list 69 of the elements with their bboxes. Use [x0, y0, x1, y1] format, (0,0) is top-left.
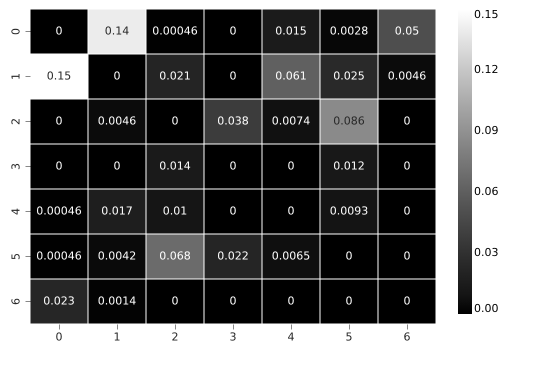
data-label: 0.0093	[330, 204, 368, 218]
color-bar-label: 0.00	[474, 302, 498, 315]
data-label: 0.068	[159, 250, 191, 262]
data-label: 0.00046	[152, 24, 198, 38]
data-label: 0	[114, 70, 120, 82]
color-bar-label: 0.03	[474, 246, 498, 259]
y-tick-label: 3	[10, 163, 22, 170]
data-label: 0	[56, 114, 62, 128]
data-label: 0	[404, 160, 410, 172]
color-bar-label: 0.12	[474, 63, 498, 76]
data-label: 0	[346, 294, 352, 308]
data-label: 0	[346, 250, 352, 262]
data-label: 0	[172, 114, 178, 128]
data-label: 0.0046	[388, 70, 426, 82]
y-tick-label: 5	[10, 253, 22, 260]
data-label: 0.00046	[36, 204, 82, 218]
data-label: 0	[230, 294, 236, 308]
data-label: 0.022	[217, 250, 249, 262]
data-label: 0.012	[333, 160, 365, 172]
y-tick-label: 6	[10, 298, 22, 305]
y-tick-label: 4	[10, 208, 22, 215]
data-label: 0	[404, 250, 410, 262]
x-tick-label: 0	[56, 330, 62, 344]
data-label: 0.05	[394, 24, 420, 38]
x-tick-label: 6	[404, 330, 410, 344]
data-label: 0	[288, 204, 294, 218]
data-label: 0.025	[333, 70, 365, 82]
data-label: 0.038	[217, 114, 249, 128]
data-label: 0.0074	[272, 114, 310, 128]
y-tick-label: 2	[10, 118, 22, 125]
data-label: 0.014	[159, 160, 191, 172]
data-label: 0	[230, 70, 236, 82]
color-bar-label: 0.09	[474, 124, 498, 137]
data-label: 0	[114, 160, 120, 172]
data-label: 0	[288, 160, 294, 172]
color-bar-label: 0.15	[474, 8, 498, 21]
data-label: 0	[172, 294, 178, 308]
data-label: 0	[230, 204, 236, 218]
data-label: 0.0028	[330, 24, 368, 38]
data-label: 0	[404, 114, 410, 128]
data-label: 0	[230, 160, 236, 172]
data-label: 0	[404, 294, 410, 308]
data-label: 0.015	[275, 24, 307, 38]
x-tick-label: 1	[114, 330, 120, 344]
data-label: 0.023	[43, 294, 75, 308]
data-label: 0	[56, 160, 62, 172]
data-label: 0.0042	[98, 250, 136, 262]
color-bar-label: 0.06	[474, 185, 498, 198]
x-tick-label: 2	[172, 330, 178, 344]
data-label: 0.017	[101, 204, 133, 218]
data-label: 0.061	[275, 70, 307, 82]
data-label: 0.0065	[272, 250, 310, 262]
x-tick-label: 4	[288, 330, 294, 344]
x-tick-label: 3	[230, 330, 236, 344]
data-label: 0	[230, 24, 236, 38]
x-tick-label: 5	[346, 330, 352, 344]
data-label: 0.0014	[98, 294, 136, 308]
data-label: 0.086	[333, 114, 365, 128]
data-label: 0.00046	[36, 250, 82, 262]
data-label: 0.0046	[98, 114, 136, 128]
data-label: 0.15	[46, 70, 72, 82]
data-label: 0.021	[159, 70, 191, 82]
data-label: 0.01	[162, 204, 188, 218]
data-label: 0	[404, 204, 410, 218]
data-label: 0	[288, 294, 294, 308]
y-tick-label: 0	[10, 28, 22, 35]
y-tick-label: 1	[10, 73, 22, 80]
data-label: 0.14	[104, 24, 130, 38]
data-label: 0	[56, 24, 62, 38]
